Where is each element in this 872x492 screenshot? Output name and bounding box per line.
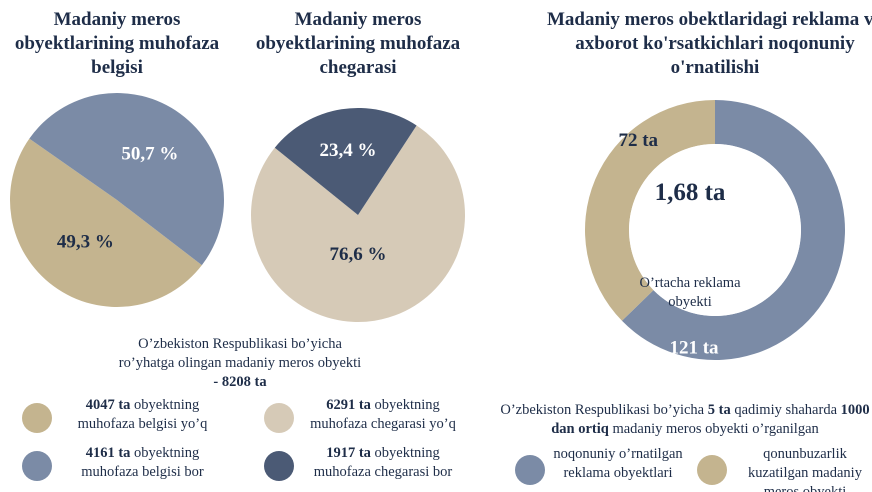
summary-left: O’zbekiston Respublikasi bo’yicha ro’yha… xyxy=(115,335,365,392)
legend-text: qonunbuzarlik kuzatilgan madaniy meros o… xyxy=(748,446,862,492)
legend-swatch xyxy=(264,403,294,433)
value-label: 121 ta xyxy=(669,337,719,358)
donut-hole xyxy=(629,144,801,316)
legend-text: obyektning muhofaza belgisi yo’q xyxy=(77,397,208,432)
legend-swatch xyxy=(264,451,294,481)
pie-slice xyxy=(274,108,417,215)
legend-label: 1917 ta obyektning muhofaza chegarasi bo… xyxy=(298,444,468,482)
legend-text: noqonuniy o’rnatilgan reklama obyektlari xyxy=(553,446,683,481)
value-label: 50,7 % xyxy=(121,143,178,164)
donut-segment xyxy=(585,100,715,321)
summary-total: - 8208 ta xyxy=(213,374,267,390)
legend-text: obyektning muhofaza chegarasi bor xyxy=(313,445,453,480)
legend-label: 4047 ta obyektning muhofaza belgisi yo’q xyxy=(60,396,225,434)
summary-bold: 5 ta xyxy=(707,402,731,418)
legend-count: 6291 ta xyxy=(326,397,371,413)
legend-label: 6291 ta obyektning muhofaza chegarasi yo… xyxy=(298,396,468,434)
chart-title: Madaniy meros obyektlarining muhofaza be… xyxy=(14,9,220,78)
value-label: 23,4 % xyxy=(320,140,377,161)
legend-label: 4161 ta obyektning muhofaza belgisi bor xyxy=(60,444,225,482)
chart-title: Madaniy meros obektlaridagi reklama va a… xyxy=(546,9,872,78)
chart-title: Madaniy meros obyektlarining muhofaza ch… xyxy=(255,9,461,78)
pie-slice xyxy=(251,125,465,322)
summary-text: O’zbekiston Respublikasi bo’yicha xyxy=(500,402,705,418)
legend-label: noqonuniy o’rnatilgan reklama obyektlari xyxy=(548,445,688,483)
summary-text: qadimiy shaharda xyxy=(734,402,838,418)
legend-count: 1917 ta xyxy=(326,445,371,461)
value-label: 72 ta xyxy=(618,130,658,151)
legend-label: qonunbuzarlik kuzatilgan madaniy meros o… xyxy=(740,445,870,492)
legend-swatch xyxy=(22,403,52,433)
summary-right: O’zbekiston Respublikasi bo’yicha 5 ta q… xyxy=(490,401,872,439)
legend-count: 4161 ta xyxy=(85,445,131,461)
value-label: 49,3 % xyxy=(57,232,114,253)
legend-text: obyektning muhofaza belgisi bor xyxy=(81,445,204,480)
summary-text: O’zbekiston Respublikasi bo’yicha ro’yha… xyxy=(118,336,362,371)
donut-segment xyxy=(621,100,845,360)
legend-swatch xyxy=(697,455,727,485)
summary-text: madaniy meros obyekti o’rganilgan xyxy=(612,421,819,437)
value-label: 76,6 % xyxy=(330,244,387,265)
center-caption: O’rtacha reklama obyekti xyxy=(639,275,741,310)
summary-bold: 1000 dan ortiq xyxy=(551,402,870,437)
legend-count: 4047 ta xyxy=(85,397,131,413)
legend-swatch xyxy=(515,455,545,485)
legend-text: obyektning muhofaza chegarasi yo’q xyxy=(310,397,456,432)
legend-swatch xyxy=(22,451,52,481)
pie-slice xyxy=(29,93,224,266)
center-value: 1,68 ta xyxy=(654,179,726,206)
pie-slice xyxy=(9,138,202,307)
